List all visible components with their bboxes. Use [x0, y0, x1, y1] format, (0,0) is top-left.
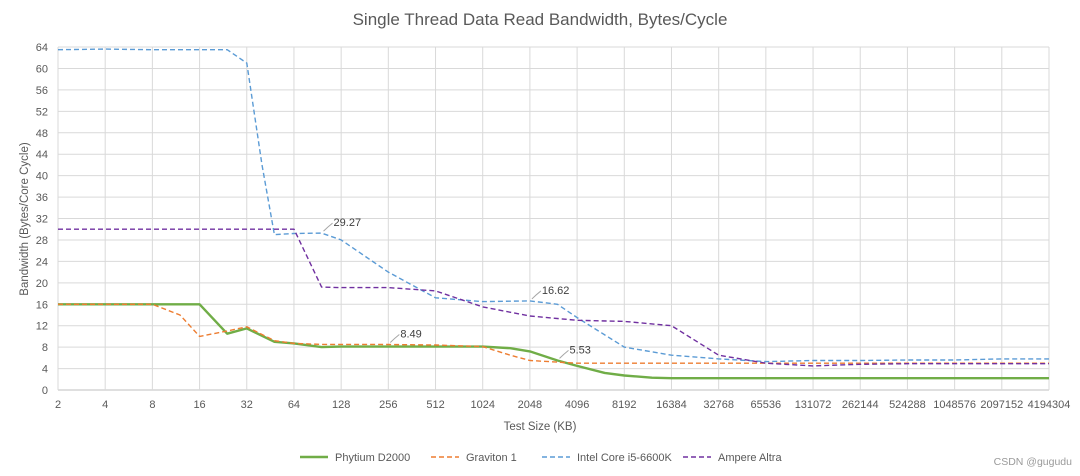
y-tick-label: 48: [36, 128, 48, 140]
annotation-leader: [389, 334, 400, 343]
annotation-leader: [323, 222, 333, 232]
x-tick-label: 2: [55, 399, 61, 411]
y-tick-label: 64: [36, 42, 48, 54]
y-tick-label: 36: [36, 192, 48, 204]
x-tick-label: 4096: [565, 399, 589, 411]
y-tick-label: 0: [42, 385, 48, 397]
x-axis-title: Test Size (KB): [504, 421, 577, 433]
watermark-text: CSDN @gugudu: [994, 456, 1073, 468]
chart-title: Single Thread Data Read Bandwidth, Bytes…: [353, 10, 728, 29]
x-tick-label: 524288: [889, 399, 926, 411]
series-line-graviton-1: [58, 303, 1049, 364]
x-tick-label: 32: [241, 399, 253, 411]
annotation-leader: [531, 290, 542, 300]
y-tick-label: 12: [36, 321, 48, 333]
x-tick-label: 4194304: [1028, 399, 1071, 411]
series-line-intel-core-i5-6600k: [57, 48, 1049, 363]
series-lines: [57, 48, 1049, 380]
x-tick-label: 16: [193, 399, 205, 411]
x-axis-ticks: 2 4 8 16 32 64 128 256 512 1024 2048 4096 8192 16384 3…: [55, 399, 1070, 411]
x-tick-label: 262144: [842, 399, 879, 411]
y-tick-label: 40: [36, 171, 48, 183]
x-tick-label: 32768: [703, 399, 734, 411]
y-tick-label: 8: [42, 342, 48, 354]
legend-label: Ampere Altra: [718, 452, 782, 464]
legend-label: Phytium D2000: [335, 452, 410, 464]
x-tick-label: 16384: [656, 399, 687, 411]
annotation-label: 8.49: [400, 328, 421, 340]
x-tick-label: 512: [426, 399, 444, 411]
x-tick-label: 4: [102, 399, 108, 411]
y-tick-label: 16: [36, 299, 48, 311]
legend: Phytium D2000 Graviton 1 Intel Core i5-660…: [300, 452, 782, 464]
y-tick-label: 24: [36, 256, 48, 268]
annotation-label: 29.27: [334, 217, 362, 229]
gridlines: [57, 46, 1050, 391]
x-tick-label: 65536: [751, 399, 782, 411]
legend-label: Intel Core i5-6600K: [577, 452, 672, 464]
annotation-label: 5.53: [570, 344, 591, 356]
y-tick-label: 20: [36, 278, 48, 290]
x-tick-label: 64: [288, 399, 300, 411]
x-tick-label: 2097152: [980, 399, 1023, 411]
x-tick-label: 8192: [612, 399, 636, 411]
annotation-leader: [559, 349, 569, 359]
y-tick-label: 52: [36, 106, 48, 118]
x-tick-label: 128: [332, 399, 350, 411]
x-tick-label: 131072: [795, 399, 832, 411]
y-tick-label: 44: [36, 149, 48, 161]
x-tick-label: 1048576: [933, 399, 976, 411]
y-tick-label: 60: [36, 63, 48, 75]
x-tick-label: 256: [379, 399, 397, 411]
y-axis-title: Bandwidth (Bytes/Core Cycle): [19, 142, 31, 296]
y-tick-label: 4: [42, 364, 48, 376]
y-tick-label: 32: [36, 214, 48, 226]
x-tick-label: 2048: [518, 399, 542, 411]
y-tick-label: 28: [36, 235, 48, 247]
annotation-label: 16.62: [542, 285, 570, 297]
y-tick-label: 56: [36, 85, 48, 97]
data-annotations: 29.27 16.62 8.49 5.53: [323, 217, 591, 359]
series-line-ampere-altra: [58, 228, 1049, 367]
x-tick-label: 8: [149, 399, 155, 411]
x-tick-label: 1024: [470, 399, 494, 411]
legend-label: Graviton 1: [466, 452, 517, 464]
series-line-phytium-d2000: [58, 303, 1049, 380]
